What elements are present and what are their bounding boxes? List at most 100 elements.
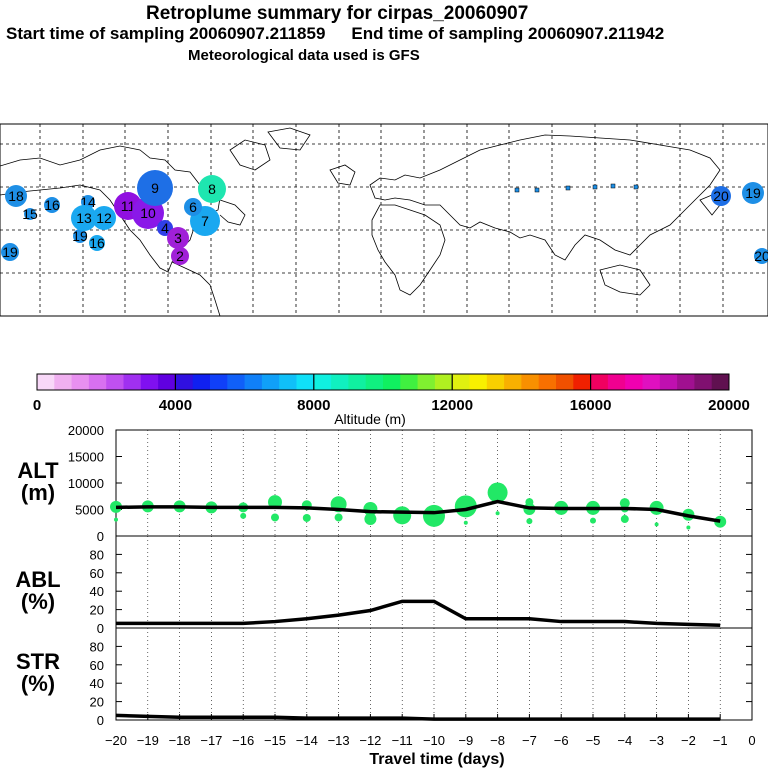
chart-title: Retroplume summary for cirpas_20060907	[146, 3, 529, 24]
abl-panel: 80 60 40 20 0 ABL(%)	[15, 535, 753, 636]
map-marker-dot	[167, 227, 189, 249]
colorbar-cell	[106, 374, 124, 390]
x-axis: −20 −19 −18 −17 −16 −15 −14 −13 −12 −11 −10 −9 −8 −7−…	[105, 714, 756, 748]
map-marker: 18	[5, 185, 27, 207]
colorbar-cell	[88, 374, 107, 390]
panel-ylabel: STR	[16, 649, 60, 674]
y-tick-label: 60	[90, 566, 104, 581]
map-marker-label: 7	[201, 213, 209, 229]
colorbar-frame	[36, 373, 730, 391]
x-tick-label: −18	[169, 733, 191, 748]
map-marker-label: 18	[8, 188, 24, 204]
map-marker-dot	[71, 205, 97, 231]
coastlines	[0, 127, 721, 317]
map-marker: 3	[167, 227, 189, 249]
map-marker-label: 19	[2, 244, 18, 260]
y-tick-label: 40	[90, 584, 104, 599]
y-tick-label: 20	[90, 695, 104, 710]
scatter-point	[463, 520, 468, 525]
x-tick-label: −7	[522, 733, 537, 748]
x-tick-label: −9	[458, 733, 473, 748]
y-tick-label: 0	[97, 529, 104, 544]
scatter-point	[487, 482, 508, 503]
colorbar-tick-label: 0	[33, 397, 41, 414]
map-marker-dot	[171, 247, 189, 265]
map-marker-label: 16	[89, 235, 105, 251]
colorbar-cell	[158, 374, 176, 390]
map-marker: 19	[742, 182, 764, 204]
panel-ylabel: (%)	[21, 589, 55, 614]
colorbar-cell	[573, 374, 592, 390]
map-marker-label: 4	[161, 220, 169, 236]
panel-frame	[115, 627, 753, 721]
map-marker-dot	[73, 229, 87, 243]
panel-frame	[115, 535, 753, 629]
scatter-point	[430, 514, 438, 523]
map-marker-dot	[198, 175, 226, 203]
y-tick-label: 60	[90, 658, 104, 673]
colorbar-tick-label: 16000	[570, 397, 612, 414]
map-marker: 16	[89, 235, 105, 251]
map-marker-label: 19	[745, 185, 761, 201]
x-axis-label: Travel time (days)	[369, 751, 504, 768]
map-marker-dot	[1, 243, 19, 261]
colorbar-cell	[261, 374, 280, 390]
colorbar-cell	[711, 374, 730, 390]
panel-ylabel: (%)	[21, 671, 55, 696]
colorbar-cell	[521, 374, 540, 390]
colorbar-cell	[694, 374, 713, 390]
map-marker-label: 11	[121, 198, 136, 214]
panel-ylabel: (m)	[21, 480, 55, 505]
colorbar-cell	[607, 374, 626, 390]
panel-ylabel: ABL	[15, 567, 60, 592]
alt-panel: 20000 15000 10000 5000 0 ALT(m)	[17, 423, 753, 544]
colorbar-cell	[331, 374, 349, 390]
y-tick-label: 80	[90, 547, 104, 562]
map-marker: 6	[184, 198, 202, 216]
map-marker: 15	[22, 206, 38, 222]
colorbar-tick-label: 8000	[297, 397, 330, 414]
scatter-point	[654, 522, 659, 527]
scatter-point	[364, 513, 377, 526]
x-tick-label: −4	[617, 733, 632, 748]
y-tick-label: 20000	[68, 423, 104, 438]
map-marker-label: 13	[76, 210, 92, 226]
map-marker: 12	[92, 206, 116, 230]
map-marker: 19	[1, 243, 19, 261]
map-marker-dot	[754, 248, 768, 264]
colorbar-cell	[210, 374, 228, 390]
map-marker-dot	[742, 182, 764, 204]
map-marker-label: 9	[151, 180, 159, 196]
y-tick-label: 5000	[75, 503, 104, 518]
map-marker-dot	[89, 235, 105, 251]
map-marker-label: 12	[96, 210, 112, 226]
scatter-point	[495, 511, 500, 516]
colorbar-cell	[123, 374, 142, 390]
colorbar-cell	[400, 374, 419, 390]
scatter-point	[454, 495, 477, 518]
map-marker-dot	[44, 197, 60, 213]
map-marker: 8	[198, 175, 226, 203]
map-marker: 2	[171, 247, 189, 265]
panel-ylabel: ALT	[17, 458, 59, 483]
scatter-point	[620, 515, 629, 524]
x-tick-label: −3	[649, 733, 664, 748]
map-marker-label: 3	[174, 230, 182, 246]
map-marker-label: 19	[72, 228, 88, 244]
x-tick-label: −5	[586, 733, 601, 748]
map-marker-label: 20	[754, 248, 768, 264]
colorbar-tick-label: 12000	[431, 397, 473, 414]
scatter-point	[590, 517, 596, 524]
x-tick-label: −2	[681, 733, 696, 748]
y-tick-label: 0	[97, 621, 104, 636]
x-tick-label: −12	[359, 733, 381, 748]
scatter-point	[114, 517, 118, 522]
colorbar-cell	[313, 374, 332, 390]
colorbar-cell	[227, 374, 246, 390]
scatter-point	[302, 513, 311, 522]
colorbar-cell	[642, 374, 661, 390]
scatter-point	[393, 506, 412, 525]
x-tick-label: −15	[264, 733, 286, 748]
